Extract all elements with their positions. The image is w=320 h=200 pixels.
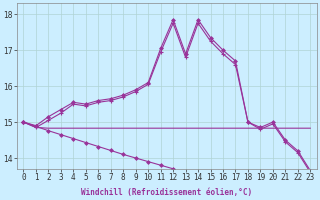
X-axis label: Windchill (Refroidissement éolien,°C): Windchill (Refroidissement éolien,°C) [81,188,252,197]
